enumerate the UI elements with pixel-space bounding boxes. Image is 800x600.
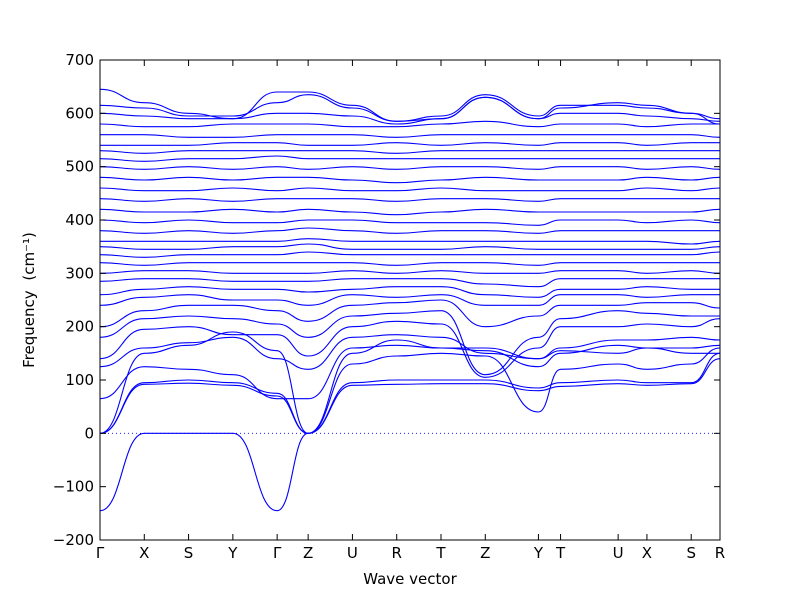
band-line-25	[99, 155, 720, 162]
band-line-7	[99, 318, 721, 378]
band-line-26	[99, 150, 720, 154]
x-tick-label-9: T	[435, 544, 446, 562]
band-line-28	[100, 134, 721, 138]
plot-frame	[99, 59, 721, 541]
band-line-29	[99, 120, 720, 128]
band-lines	[99, 88, 721, 512]
x-tick-label-7: U	[347, 544, 358, 562]
x-tick-label-11: Y	[533, 544, 544, 562]
y-tick-label: 400	[65, 211, 94, 229]
band-line-3	[99, 358, 721, 434]
y-axis-label-unit: (cm⁻¹)	[20, 232, 38, 281]
x-tick-label-15: S	[686, 544, 696, 562]
band-line-30	[99, 96, 721, 125]
band-line-21	[99, 198, 720, 202]
y-tick-label: 0	[84, 424, 94, 442]
x-tick-label-2: X	[139, 544, 149, 562]
band-line-5	[99, 344, 721, 400]
y-tick-label: 300	[65, 264, 94, 282]
band-line-17	[100, 238, 721, 245]
x-tick-label-13: U	[613, 544, 624, 562]
band-line-12	[99, 278, 720, 288]
band-line-16	[99, 243, 721, 250]
band-line-23	[99, 176, 721, 184]
y-tick-label: −200	[53, 531, 94, 549]
band-line-9	[99, 299, 721, 328]
band-line-2	[99, 352, 721, 434]
x-tick-label-8: R	[391, 544, 401, 562]
y-tick-label: 100	[65, 371, 94, 389]
band-line-22	[99, 187, 721, 192]
band-line-13	[99, 270, 721, 274]
band-line-6	[99, 334, 721, 370]
x-tick-label-6: Z	[303, 544, 313, 562]
y-tick-label: 200	[65, 318, 94, 336]
band-line-14	[99, 262, 720, 266]
x-axis-label: Wave vector	[363, 570, 457, 588]
y-axis-label-text: Frequency	[20, 290, 38, 368]
x-tick-label-10: Z	[480, 544, 490, 562]
x-tick-label-16: R	[715, 544, 725, 562]
band-line-10	[99, 294, 720, 306]
band-line-31	[99, 94, 721, 122]
x-tick-label-5: Γ	[273, 544, 282, 562]
band-line-32	[99, 88, 721, 125]
y-tick-label: 500	[65, 158, 94, 176]
band-line-11	[99, 286, 720, 298]
y-axis-ticks: −200 −100 0 100 200 300 400 500 600 700	[53, 51, 720, 549]
band-line-20	[99, 208, 721, 216]
band-line-1	[99, 331, 720, 434]
band-line-27	[100, 142, 720, 146]
x-tick-label-14: X	[642, 544, 652, 562]
y-axis-label: Frequency (cm⁻¹)	[20, 232, 38, 368]
band-line-8	[99, 310, 720, 376]
band-line-4	[99, 347, 721, 512]
x-tick-label-3: S	[184, 544, 194, 562]
band-line-24	[99, 166, 721, 170]
band-line-19	[99, 219, 721, 226]
band-line-15	[99, 251, 721, 258]
y-tick-label: −100	[53, 478, 94, 496]
y-tick-label: 600	[65, 104, 94, 122]
band-line-18	[99, 227, 720, 234]
x-tick-label-1: Γ	[96, 544, 105, 562]
x-tick-label-12: T	[555, 544, 566, 562]
x-tick-label-4: Y	[227, 544, 238, 562]
y-tick-label: 700	[65, 51, 94, 69]
